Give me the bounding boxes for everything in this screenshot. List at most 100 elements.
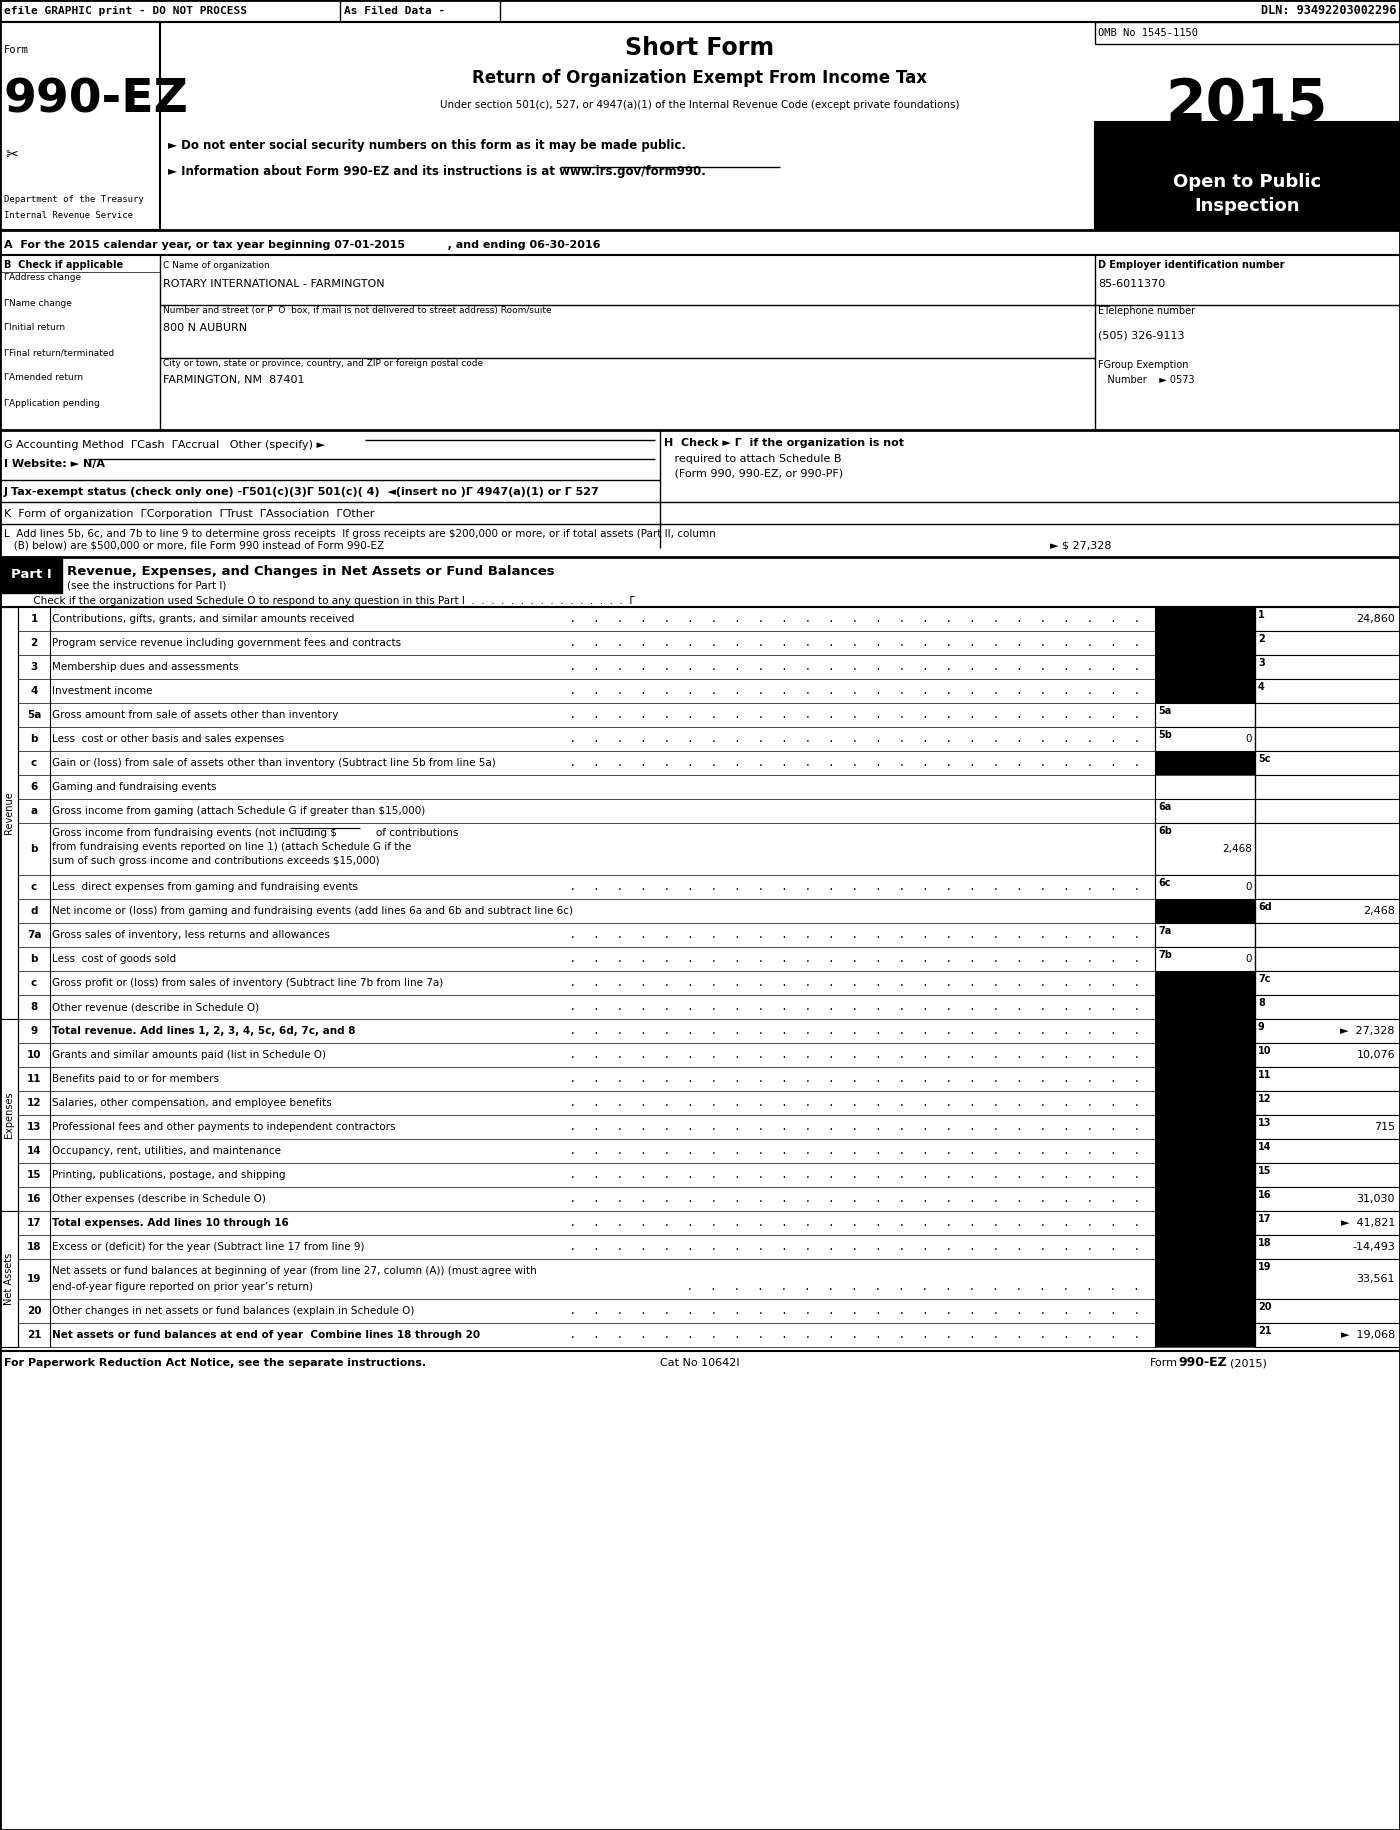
Bar <box>1155 1138 1254 1164</box>
Text: Inspection: Inspection <box>1194 198 1299 214</box>
Text: Check if the organization used Schedule O to respond to any question in this Par: Check if the organization used Schedule … <box>4 597 636 606</box>
Text: Gross amount from sale of assets other than inventory: Gross amount from sale of assets other t… <box>52 710 339 719</box>
Text: 21: 21 <box>1259 1327 1271 1336</box>
Text: .   .   .   .   .   .   .   .   .   .   .   .   .   .   .   .   .   .   .   .   : . . . . . . . . . . . . . . . . . . . . <box>563 1098 1151 1107</box>
Text: 5c: 5c <box>1259 754 1271 763</box>
Bar <box>1254 679 1400 703</box>
Bar <box>1254 1091 1400 1114</box>
Bar <box>1254 1259 1400 1299</box>
Text: .   .   .   .   .   .   .   .   .   .   .   .   .   .   .   .   .   .   .   .   : . . . . . . . . . . . . . . . . . . . . <box>563 1122 1151 1133</box>
Text: .   .   .   .   .   .   .   .   .   .   .   .   .   .   .   .   .   .   .   .   : . . . . . . . . . . . . . . . . . . . . <box>563 882 1151 891</box>
Text: b: b <box>31 844 38 855</box>
Text: ΓName change: ΓName change <box>4 298 71 307</box>
Text: Program service revenue including government fees and contracts: Program service revenue including govern… <box>52 639 402 648</box>
Text: J Tax-exempt status (check only one) -Γ501(c)(3)Γ 501(c)( 4)  ◄(insert no )Γ 494: J Tax-exempt status (check only one) -Γ5… <box>4 487 599 498</box>
Bar <box>1254 655 1400 679</box>
Text: .   .   .   .   .   .   .   .   .   .   .   .   .   .   .   .   .   .   .   .   : . . . . . . . . . . . . . . . . . . . . <box>563 1243 1151 1252</box>
Text: 13: 13 <box>1259 1118 1271 1127</box>
Text: C Name of organization: C Name of organization <box>162 260 270 269</box>
Text: FGroup Exemption: FGroup Exemption <box>1098 361 1189 370</box>
Text: 14: 14 <box>1259 1142 1271 1153</box>
Text: 9: 9 <box>1259 1021 1264 1032</box>
Text: 4: 4 <box>31 686 38 695</box>
Text: (2015): (2015) <box>1231 1358 1267 1369</box>
Bar <box>1254 727 1400 750</box>
Text: 17: 17 <box>27 1219 42 1228</box>
Bar <box>1254 703 1400 727</box>
Text: .   .   .   .   .   .   .   .   .   .   .   .   .   .   .   .   .   .   .   .   : . . . . . . . . . . . . . . . . . . . . <box>563 977 1151 988</box>
Bar <box>1254 972 1400 996</box>
Text: .   .   .   .   .   .   .   .   .   .   .   .   .   .   .   .   .   .   .   .   : . . . . . . . . . . . . . . . . . . . . <box>563 758 1151 769</box>
Text: ► Do not enter social security numbers on this form as it may be made public.: ► Do not enter social security numbers o… <box>168 139 686 152</box>
Text: D Employer identification number: D Employer identification number <box>1098 260 1285 271</box>
Text: .   .   .   .   .   .   .   .   .   .   .   .   .   .   .   .   .   .   .   .   : . . . . . . . . . . . . . . . . . . . . <box>563 615 1151 624</box>
Text: Gross sales of inventory, less returns and allowances: Gross sales of inventory, less returns a… <box>52 930 330 941</box>
Bar <box>0 22 160 231</box>
Text: .   .   .   .   .   .   .   .   .   .   .   .   .   .   .   .   .   .   .   .   : . . . . . . . . . . . . . . . . . . . . <box>563 1307 1151 1316</box>
Text: K  Form of organization  ΓCorporation  ΓTrust  ΓAssociation  ΓOther: K Form of organization ΓCorporation ΓTru… <box>4 509 374 520</box>
Text: 2,468: 2,468 <box>1222 844 1252 855</box>
Text: ✂: ✂ <box>6 148 18 163</box>
Text: 6c: 6c <box>1158 878 1170 888</box>
Text: .   .   .   .   .   .   .   .   .   .   .   .   .   .   .   .   .   .   .   .   : . . . . . . . . . . . . . . . . . . . . <box>563 1146 1151 1157</box>
Text: ►  19,068: ► 19,068 <box>1341 1330 1394 1340</box>
Text: City or town, state or province, country, and ZIP or foreign postal code: City or town, state or province, country… <box>162 359 483 368</box>
Bar <box>1155 899 1254 922</box>
Bar <box>1155 655 1254 679</box>
Text: 18: 18 <box>27 1243 41 1252</box>
Text: Membership dues and assessments: Membership dues and assessments <box>52 662 238 672</box>
Text: 7a: 7a <box>27 930 41 941</box>
Text: ΓInitial return: ΓInitial return <box>4 324 66 333</box>
Text: efile GRAPHIC print - DO NOT PROCESS: efile GRAPHIC print - DO NOT PROCESS <box>4 5 246 16</box>
Text: Benefits paid to or for members: Benefits paid to or for members <box>52 1074 218 1083</box>
Text: Net Assets: Net Assets <box>4 1254 14 1305</box>
Bar <box>0 1019 18 1211</box>
Text: Number and street (or P  O  box, if mail is not delivered to street address) Roo: Number and street (or P O box, if mail i… <box>162 306 552 315</box>
Text: I Website: ► N/A: I Website: ► N/A <box>4 459 105 468</box>
Text: 8: 8 <box>1259 997 1264 1008</box>
Text: .   .   .   .   .   .   .   .   .   .   .   .   .   .   .   .   .   .   .   .   : . . . . . . . . . . . . . . . . . . . . <box>563 953 1151 964</box>
Bar <box>1254 1188 1400 1211</box>
Text: .   .   .   .   .   .   .   .   .   .   .   .   .   .   .   .   .   .   .   .   : . . . . . . . . . . . . . . . . . . . . <box>563 1027 1151 1036</box>
Text: Expenses: Expenses <box>4 1093 14 1138</box>
Text: c: c <box>31 758 38 769</box>
Bar <box>1155 750 1254 774</box>
Text: 990-EZ: 990-EZ <box>1177 1356 1226 1369</box>
Text: 19: 19 <box>1259 1263 1271 1272</box>
Text: 7b: 7b <box>1158 950 1172 961</box>
Text: Investment income: Investment income <box>52 686 153 695</box>
Text: .   .   .   .   .   .   .   .   .   .   .   .   .   .   .   .   .   .   .   .   : . . . . . . . . . . . . . . . . . . . . <box>563 930 1151 941</box>
Bar <box>1095 123 1400 231</box>
Text: Occupancy, rent, utilities, and maintenance: Occupancy, rent, utilities, and maintena… <box>52 1146 281 1157</box>
Text: DLN: 93492203002296: DLN: 93492203002296 <box>1260 4 1396 18</box>
Text: Form: Form <box>4 46 29 55</box>
Text: .   .   .   .   .   .   .   .   .   .   .   .   .   .   .   .   .   .   .   .   : . . . . . . . . . . . . . . . . . . . . <box>563 1219 1151 1228</box>
Bar <box>1155 1114 1254 1138</box>
Text: 6d: 6d <box>1259 902 1271 911</box>
Text: OMB No 1545-1150: OMB No 1545-1150 <box>1098 27 1198 38</box>
Text: G Accounting Method  ΓCash  ΓAccrual   Other (specify) ►: G Accounting Method ΓCash ΓAccrual Other… <box>4 439 325 450</box>
Text: 2,468: 2,468 <box>1364 906 1394 917</box>
Text: c: c <box>31 882 38 891</box>
Bar <box>0 0 1400 22</box>
Text: H  Check ► Γ  if the organization is not: H Check ► Γ if the organization is not <box>664 437 904 448</box>
Text: .   .   .   .   .   .   .   .   .   .   .   .   .   .   .   .   .   .   .   .   : . . . . . . . . . . . . . . . . . . . . <box>563 639 1151 648</box>
Bar <box>1254 750 1400 774</box>
Text: 11: 11 <box>27 1074 41 1083</box>
Text: Professional fees and other payments to independent contractors: Professional fees and other payments to … <box>52 1122 395 1133</box>
Text: Excess or (deficit) for the year (Subtract line 17 from line 9): Excess or (deficit) for the year (Subtra… <box>52 1243 364 1252</box>
Text: 1: 1 <box>1259 609 1264 620</box>
Text: Other expenses (describe in Schedule O): Other expenses (describe in Schedule O) <box>52 1193 266 1204</box>
Text: ROTARY INTERNATIONAL - FARMINGTON: ROTARY INTERNATIONAL - FARMINGTON <box>162 278 385 289</box>
Bar <box>1155 1067 1254 1091</box>
Bar <box>1155 727 1254 750</box>
Text: ►  27,328: ► 27,328 <box>1341 1027 1394 1036</box>
Bar <box>1095 22 1400 44</box>
Text: 16: 16 <box>27 1193 41 1204</box>
Text: 7a: 7a <box>1158 926 1172 935</box>
Bar <box>1155 875 1254 899</box>
Text: Return of Organization Exempt From Income Tax: Return of Organization Exempt From Incom… <box>473 70 927 88</box>
Text: B  Check if applicable: B Check if applicable <box>4 260 123 271</box>
Bar <box>1155 1091 1254 1114</box>
Text: Salaries, other compensation, and employee benefits: Salaries, other compensation, and employ… <box>52 1098 332 1107</box>
